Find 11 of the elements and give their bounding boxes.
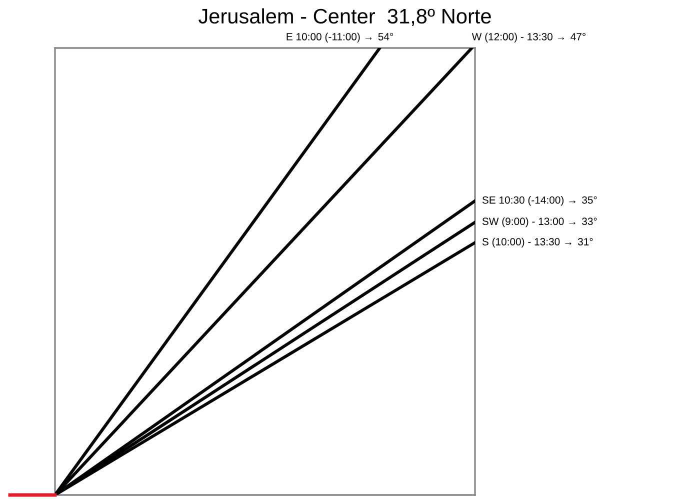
text: Jerusalem - Center 31,8º Norte <box>198 8 491 26</box>
legend-label: SW (9:00) - 13:00 → <box>482 217 576 228</box>
data-label: 31° <box>578 238 593 246</box>
legend-label: W (12:00) - 13:30 → <box>472 32 564 42</box>
data-label: 33° <box>582 218 597 226</box>
data-label: 47° <box>570 33 586 40</box>
legend-label: E 10:00 (-11:00) → <box>286 32 372 42</box>
data-label: 54° <box>378 33 394 40</box>
legend-label: S (10:00) - 13:30 → <box>482 238 572 248</box>
legend-label: SE 10:30 (-14:00) → <box>482 196 576 206</box>
data-label: 35° <box>582 196 597 204</box>
